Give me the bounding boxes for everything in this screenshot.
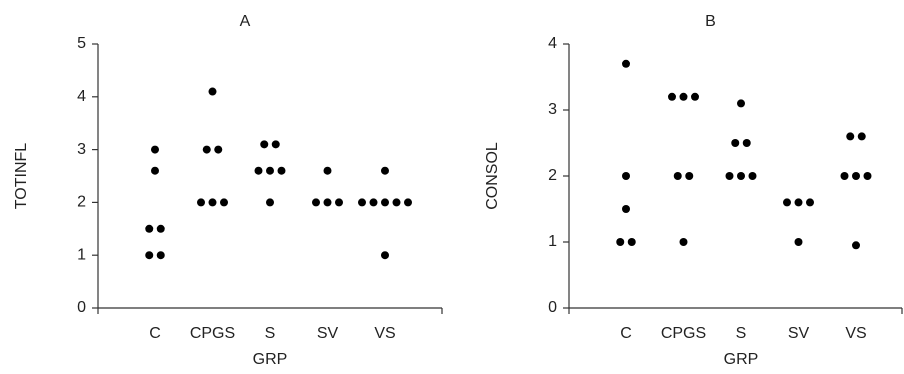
x-tick-label: SV [317,325,339,342]
x-tick-label: S [736,325,747,342]
x-tick-label: C [149,325,161,342]
dot [323,198,332,207]
dot [673,172,682,180]
chart-title: B [705,13,716,30]
dot [277,166,286,175]
dot [208,198,217,207]
dot [208,87,217,96]
dot [852,241,860,250]
x-axis-label: GRP [253,351,288,368]
dot [381,166,389,175]
x-tick-label: C [620,325,632,342]
dot [151,145,159,154]
dot [156,224,165,233]
y-tick-label: 5 [77,35,86,52]
dot [742,139,751,147]
x-tick-label: CPGS [190,325,235,342]
dot [783,198,791,207]
y-tick-label: 1 [77,246,86,263]
dot [691,92,699,101]
dot [260,140,269,149]
dot [156,251,165,260]
dot [668,92,676,101]
dot [381,251,389,260]
dot [863,172,872,180]
dot [381,198,389,207]
y-axis-label: TOTINFL [13,143,30,209]
dot [622,205,630,213]
dot [312,198,320,207]
dot [622,59,630,68]
dot [335,198,343,207]
dot [266,166,274,175]
dot [840,172,849,180]
y-tick-label: 2 [548,167,557,184]
dot [794,198,803,207]
chart-title: A [240,13,251,30]
dot [358,198,366,207]
y-tick-label: 0 [548,299,557,316]
dot [846,132,855,141]
x-tick-label: VS [374,325,395,342]
dot [271,140,280,149]
dot [679,238,688,246]
x-tick-label: S [265,325,276,342]
dot [737,172,745,180]
y-tick-label: 0 [77,299,86,316]
dot [857,132,866,141]
dot [731,139,740,147]
y-tick-label: 3 [548,101,557,118]
dot [622,172,630,180]
dot [151,166,159,175]
dot [685,172,694,180]
dot [214,145,223,154]
x-tick-label: SV [788,325,810,342]
dot [725,172,734,180]
dot [197,198,205,207]
y-tick-label: 3 [77,141,86,158]
dot [806,198,814,207]
dot [266,198,274,207]
dot [369,198,378,207]
x-tick-label: VS [845,325,866,342]
dot [748,172,757,180]
y-tick-label: 4 [77,88,86,105]
dot [220,198,228,207]
x-tick-label: CPGS [661,325,706,342]
dot [794,238,803,246]
dot [852,172,860,180]
y-axis-label: CONSOL [484,142,501,210]
dot [404,198,412,207]
dot [627,238,636,246]
y-tick-label: 1 [548,233,557,250]
y-tick-label: 2 [77,194,86,211]
dot [202,145,211,154]
dot [737,99,745,108]
dot [679,92,688,101]
dot [392,198,401,207]
dot [145,251,154,260]
dot [616,238,625,246]
dot [254,166,263,175]
y-tick-label: 4 [548,35,557,52]
dot [323,166,332,175]
x-axis-label: GRP [724,351,759,368]
dot [145,224,154,233]
